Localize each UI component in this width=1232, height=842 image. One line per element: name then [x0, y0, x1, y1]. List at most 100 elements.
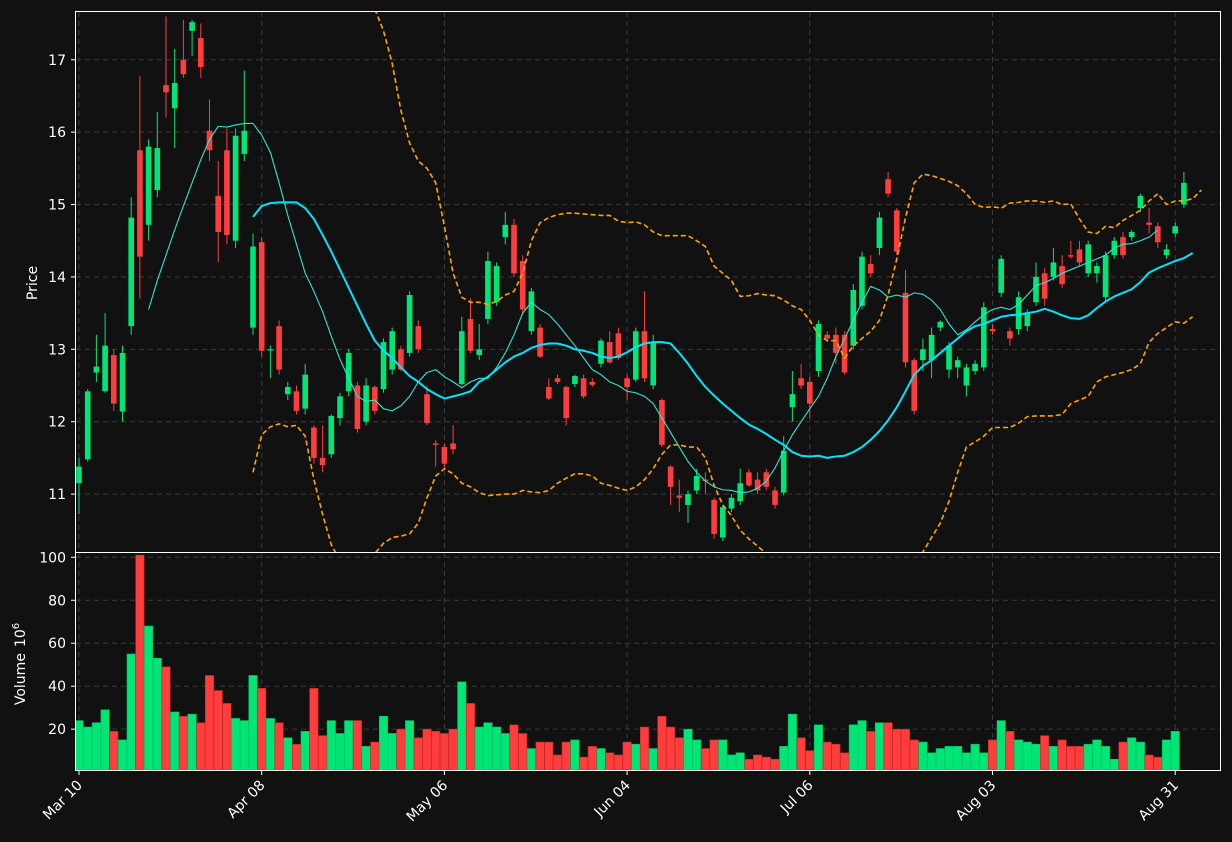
volume-bar [961, 752, 971, 770]
volume-axis-title-exponent: 6 [11, 623, 22, 629]
volume-bar [796, 737, 806, 770]
candle-body [493, 266, 500, 303]
volume-bar [996, 720, 1006, 770]
candle-body [502, 224, 509, 238]
candle-body [441, 447, 448, 464]
candle-body [833, 334, 839, 353]
price-tick-label: 12 [48, 415, 66, 431]
volume-bar [196, 722, 206, 770]
volume-bar [1162, 739, 1172, 770]
volume-bar [1014, 739, 1024, 770]
volume-bar [1075, 746, 1085, 770]
candle-body [389, 331, 395, 370]
volume-bar [222, 703, 232, 770]
volume-bar [535, 741, 545, 770]
volume-bar [405, 720, 415, 770]
price-axis-title: Price [25, 266, 41, 300]
volume-bar [848, 724, 858, 770]
volume-bar [178, 715, 188, 770]
volume-bar [361, 746, 371, 770]
candle-body [76, 466, 82, 484]
candle-body [815, 323, 822, 372]
candle-body [93, 366, 100, 373]
candle-body [137, 150, 143, 257]
candle-body [450, 443, 456, 450]
volume-tick-label: 80 [48, 593, 66, 609]
short-moving-average-line [148, 122, 1159, 494]
candle-body [163, 85, 169, 93]
candle-body [328, 415, 335, 455]
volume-bar [874, 722, 884, 770]
candle-body [1120, 237, 1126, 256]
candle-body [693, 475, 700, 491]
volume-bar [631, 743, 641, 770]
candle-body [659, 399, 665, 445]
candle-body [537, 327, 543, 357]
candle-body [511, 224, 517, 274]
volume-bar [979, 752, 989, 770]
volume-bar [622, 741, 632, 770]
volume-bar [1057, 739, 1067, 770]
volume-bar [1109, 758, 1119, 770]
volume-bar [666, 726, 676, 770]
candle-body [954, 360, 961, 368]
candle-body [1033, 276, 1039, 303]
volume-bar [378, 715, 388, 770]
volume-bar [1022, 741, 1032, 770]
candle-body [1024, 313, 1031, 327]
price-tick-label: 15 [48, 198, 66, 214]
candle-body [789, 394, 796, 408]
volume-bar [613, 754, 623, 770]
candle-body [311, 427, 317, 458]
candle-body [1059, 266, 1065, 285]
candle-body [876, 217, 883, 248]
volume-bar [726, 754, 736, 770]
volume-bar [1170, 731, 1180, 770]
volume-bar [352, 720, 362, 770]
candle-body [1015, 297, 1022, 330]
volume-bar [518, 733, 528, 770]
candle-body [519, 261, 526, 310]
long-moving-average-line [252, 201, 1194, 459]
volume-bar [1031, 743, 1041, 770]
volume-bar [587, 746, 597, 770]
price-tick-label: 11 [48, 487, 66, 503]
volume-bar [126, 653, 136, 770]
volume-bar [1066, 746, 1076, 770]
volume-bar [1101, 746, 1111, 770]
candle-body [241, 130, 248, 154]
candle-body [720, 507, 726, 538]
candle-body [406, 295, 413, 353]
volume-panel [76, 554, 1180, 770]
candle-body [850, 289, 857, 346]
volume-bar [457, 681, 467, 770]
volume-tick-label: 100 [39, 550, 66, 566]
candle-body [345, 352, 352, 392]
volume-bar [718, 739, 728, 770]
candle-body [215, 195, 221, 233]
volume-bar [118, 739, 128, 770]
volume-bar [883, 722, 893, 770]
candle-body [606, 342, 613, 363]
volume-bar [866, 731, 876, 770]
candle-body [711, 499, 717, 534]
volume-bar [170, 711, 180, 770]
candle-body [128, 217, 134, 327]
volume-bar [135, 554, 145, 770]
candle-body [894, 210, 900, 252]
lower-band-line [252, 316, 1194, 552]
price-tick-label: 16 [48, 125, 66, 141]
volume-bar [579, 756, 589, 770]
volume-bar [805, 750, 815, 770]
candle-body [180, 59, 187, 75]
volume-tick-label: 60 [48, 636, 66, 652]
candle-body [920, 349, 926, 361]
volume-bar [900, 728, 910, 770]
candle-body [946, 345, 952, 370]
volume-bar [944, 746, 954, 770]
candle-body [546, 386, 552, 399]
volume-panel-frame [75, 552, 1221, 771]
candle-body [563, 386, 569, 419]
candle-body [650, 342, 656, 386]
